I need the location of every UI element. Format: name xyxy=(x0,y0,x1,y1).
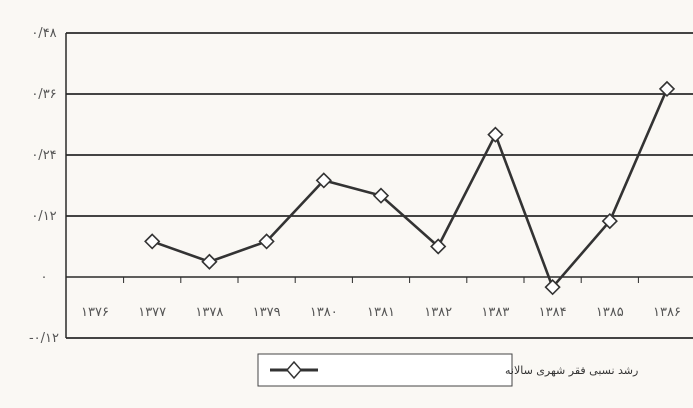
y-axis-ticks: -۰/۱۲ ۰ ۰/۱۲ ۰/۲۴ ۰/۳۶ ۰/۴۸ xyxy=(29,26,59,346)
data-point-marker xyxy=(315,172,332,189)
x-tick-label: ۱۳۷۷ xyxy=(138,305,166,320)
x-tick-label: ۱۳۸۲ xyxy=(424,305,452,320)
x-tick-label: ۱۳۸۰ xyxy=(310,305,338,320)
data-point-marker xyxy=(544,279,561,296)
y-tick-label: ۰ xyxy=(41,270,48,285)
x-tick-label: ۱۳۸۱ xyxy=(367,305,395,320)
x-tick-label: ۱۳۸۵ xyxy=(596,305,624,320)
data-point-marker xyxy=(487,126,504,143)
x-axis-ticks: ۱۳۷۶ ۱۳۷۷ ۱۳۷۸ ۱۳۷۹ ۱۳۸۰ ۱۳۸۱ ۱۳۸۲ ۱۳۸۳ ۱۳۸۴ ۱۳۸۵… xyxy=(81,277,681,320)
series-line xyxy=(151,88,669,289)
data-point-marker xyxy=(658,80,676,98)
data-point-marker xyxy=(430,238,447,255)
legend-swatch-marker xyxy=(286,360,302,380)
x-tick-label: ۱۳۸۳ xyxy=(481,305,509,320)
grid-layer xyxy=(65,32,693,339)
data-point-marker xyxy=(201,253,218,270)
y-tick-label: ۰/۴۸ xyxy=(31,26,56,41)
y-tick-label: -۰/۱۲ xyxy=(29,331,59,346)
series-layer xyxy=(144,80,676,296)
data-point-marker xyxy=(144,233,161,250)
y-tick-label: ۰/۳۶ xyxy=(31,87,56,102)
legend: رشد نسبی فقر شهری سالانه xyxy=(257,353,638,387)
x-tick-label: ۱۳۷۶ xyxy=(81,305,109,320)
data-point-marker xyxy=(372,187,390,204)
x-tick-label: ۱۳۸۶ xyxy=(653,305,681,320)
y-tick-label: ۰/۲۴ xyxy=(31,148,56,163)
legend-label: رشد نسبی فقر شهری سالانه xyxy=(505,364,638,377)
data-point-marker xyxy=(601,212,618,230)
data-point-marker xyxy=(258,233,275,250)
x-tick-label: ۱۳۸۴ xyxy=(539,305,567,320)
x-tick-label: ۱۳۷۸ xyxy=(195,305,223,320)
x-tick-label: ۱۳۷۹ xyxy=(253,305,281,320)
y-tick-label: ۰/۱۲ xyxy=(31,209,56,224)
